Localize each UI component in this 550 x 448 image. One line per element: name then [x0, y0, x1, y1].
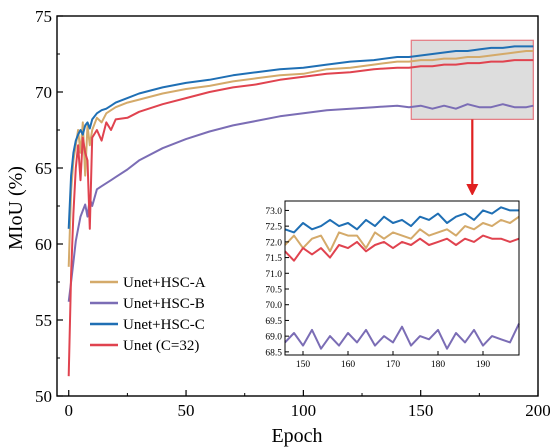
zoom-arrow-head	[466, 184, 479, 196]
y-tick-label: 60	[35, 235, 52, 254]
inset-y-tick-label: 72.5	[265, 223, 282, 233]
series-line	[67, 50, 534, 267]
y-axis-title: MIoU (%)	[5, 166, 27, 250]
x-tick-label: 200	[525, 401, 550, 420]
y-tick-label: 55	[35, 311, 52, 330]
inset-series-line	[284, 234, 520, 262]
inset-plot	[260, 195, 526, 371]
x-axis-title: Epoch	[271, 425, 322, 447]
inset-series-line	[284, 323, 520, 350]
series-line	[67, 103, 534, 302]
inset-y-tick-label: 69.5	[265, 317, 282, 327]
legend: Unet+HSC-A Unet+HSC-B Unet+HSC-C Unet (C…	[90, 275, 206, 354]
inset-frame	[284, 200, 520, 356]
y-tick-labels: 50 55 60 65 70 75	[35, 7, 52, 406]
inset-y-tick-label: 68.5	[265, 348, 282, 358]
x-tick-label: 0	[64, 401, 73, 420]
inset-y-tick-label: 69.0	[265, 333, 282, 343]
legend-label: Unet+HSC-B	[123, 296, 205, 312]
series-line	[67, 59, 534, 377]
x-tick-label: 100	[291, 401, 317, 420]
plot-frame	[56, 15, 539, 397]
inset-series-line	[284, 206, 519, 234]
inset-x-tick-label: 190	[476, 360, 491, 370]
y-tick-label: 65	[35, 159, 52, 178]
plot-area	[56, 15, 539, 397]
inset-y-tick-label: 73.0	[265, 207, 282, 217]
legend-label: Unet+HSC-A	[123, 275, 206, 291]
inset-y-tick-labels: 68.5 69.0 69.5 70.0 70.5 71.0 71.5 72.0 …	[265, 207, 282, 358]
inset-x-tick-labels: 150 160 170 180 190	[296, 360, 491, 370]
inset-y-tick-label: 70.5	[265, 286, 282, 296]
inset-y-tick-label: 72.0	[265, 238, 282, 248]
inset-x-tick-label: 160	[341, 360, 356, 370]
x-tick-labels: 0 50 100 150 200	[64, 401, 550, 420]
y-tick-label: 75	[35, 7, 52, 26]
y-tick-label: 50	[35, 387, 52, 406]
x-tick-label: 50	[178, 401, 195, 420]
inset-y-tick-label: 70.0	[265, 301, 282, 311]
inset-x-tick-label: 150	[296, 360, 311, 370]
x-tick-label: 150	[408, 401, 434, 420]
inset-series-line	[284, 215, 520, 253]
inset-x-tick-label: 180	[431, 360, 446, 370]
inset-y-tick-label: 71.0	[265, 270, 282, 280]
legend-label: Unet (C=32)	[123, 338, 199, 354]
inset-background	[260, 195, 526, 371]
y-tick-label: 70	[35, 83, 52, 102]
inset-x-tick-label: 170	[386, 360, 401, 370]
inset-y-tick-label: 71.5	[265, 254, 282, 264]
series-line	[67, 45, 534, 229]
legend-label: Unet+HSC-C	[123, 317, 205, 333]
